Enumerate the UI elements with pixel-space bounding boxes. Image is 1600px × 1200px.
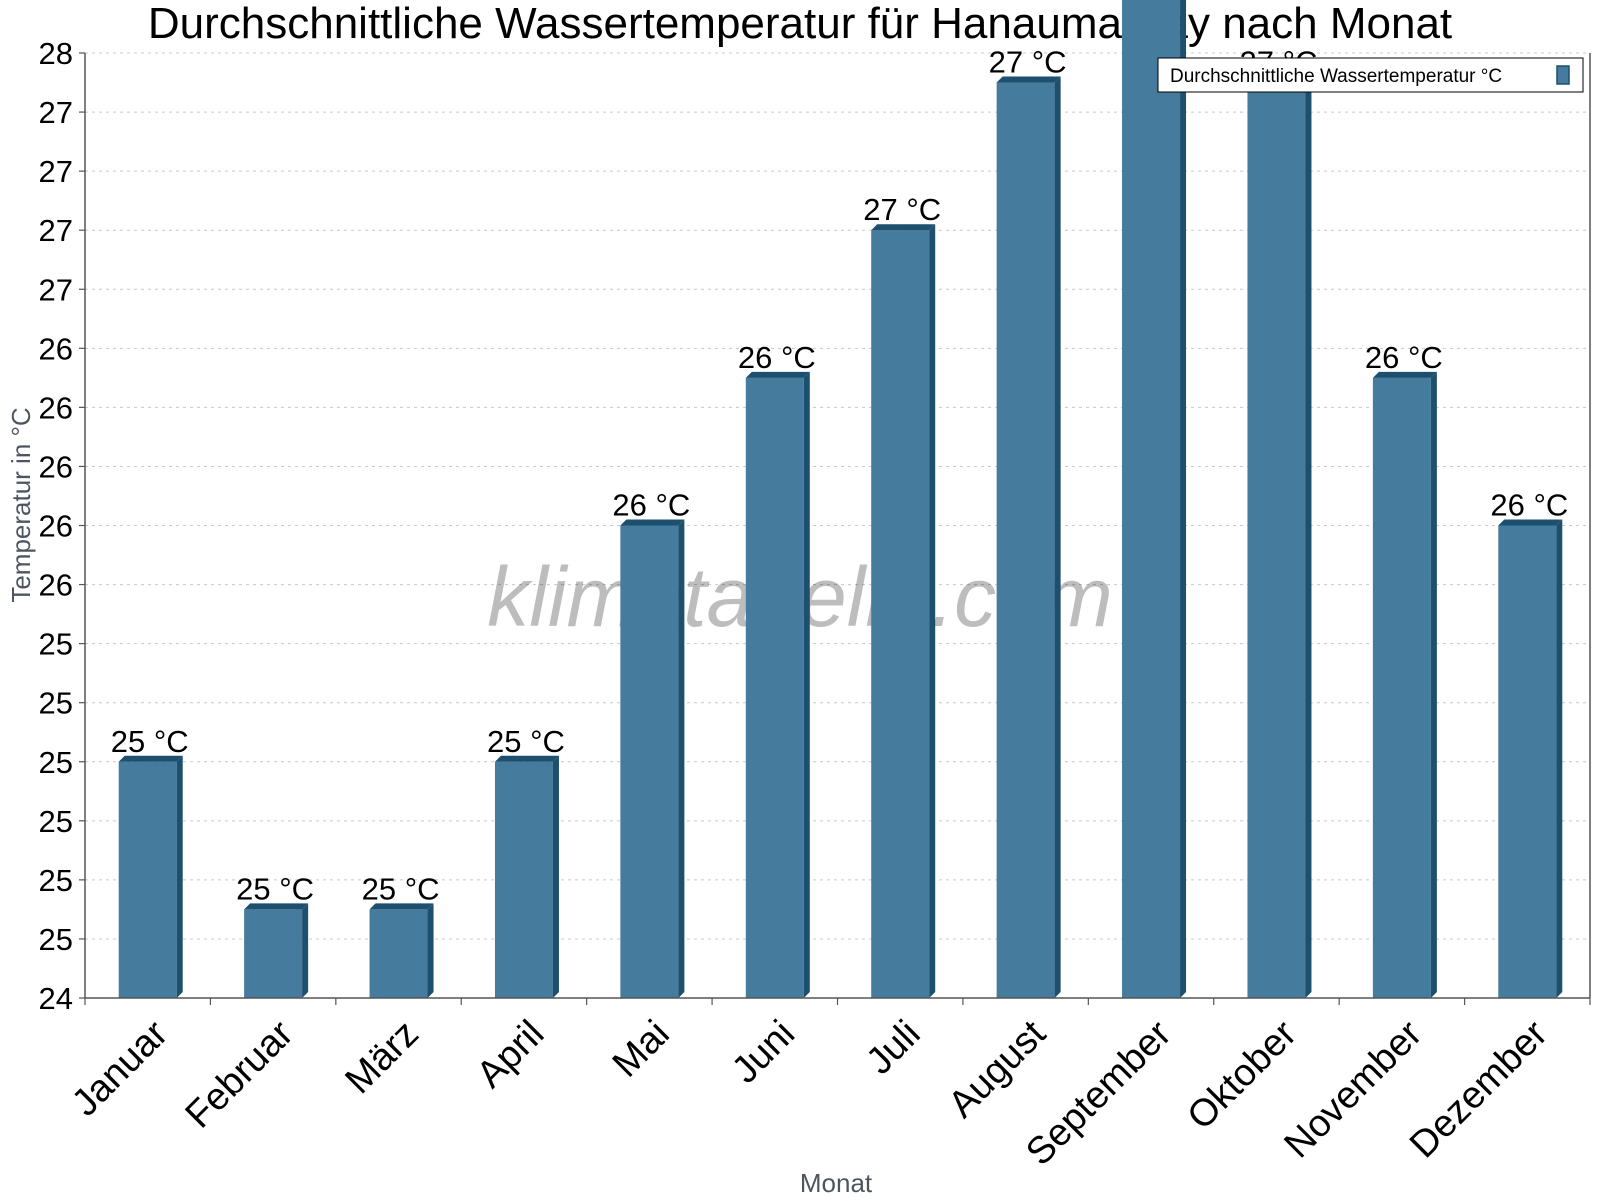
legend-box — [1157, 57, 1584, 93]
y-tick-label: 27 — [39, 272, 73, 307]
bar-side — [1180, 0, 1187, 998]
bar-top — [745, 371, 810, 378]
x-tick-label: Februar — [178, 1012, 302, 1136]
data-label: 27 °C — [989, 45, 1067, 80]
y-tick-label: 26 — [39, 509, 73, 544]
data-label: 26 °C — [1490, 488, 1568, 523]
bar — [118, 761, 177, 998]
bar-top — [1498, 519, 1563, 526]
bar-side — [176, 755, 183, 998]
bar-group — [745, 371, 810, 998]
y-tick-label: 25 — [39, 627, 73, 662]
y-tick-label: 25 — [39, 922, 73, 957]
x-tick-label: März — [337, 1013, 426, 1102]
x-tick-label: August — [941, 1012, 1055, 1126]
data-label: 26 °C — [612, 488, 690, 523]
y-tick-label: 26 — [39, 331, 73, 366]
y-tick-label: 25 — [39, 745, 73, 780]
x-tick-label: April — [469, 1013, 552, 1096]
y-tick-label: 27 — [39, 95, 73, 130]
bars — [118, 0, 1563, 998]
bar — [620, 525, 679, 998]
y-tick-labels: 24 25 25 25 25 25 25 26 26 26 26 26 27 27 27 27 28 — [39, 36, 73, 1016]
bar-side — [803, 371, 810, 998]
y-tick-label: 24 — [39, 981, 73, 1016]
bar-group — [369, 903, 434, 998]
y-tick-label: 26 — [39, 449, 73, 484]
bar-side — [1556, 519, 1563, 998]
bar-group — [1372, 371, 1437, 998]
bar — [1247, 82, 1306, 998]
bar-top — [871, 224, 936, 231]
axes — [79, 52, 1591, 1005]
bar-group — [494, 755, 559, 998]
data-labels: 25 °C 25 °C 25 °C 25 °C 26 °C 26 °C 27 °C 27 °C… — [111, 45, 1568, 907]
bar-group — [244, 903, 309, 998]
data-label: 27 °C — [863, 192, 941, 227]
bar-top — [996, 76, 1061, 83]
x-tick-label: Januar — [64, 1012, 176, 1124]
y-tick-label: 27 — [39, 213, 73, 248]
data-label: 25 °C — [111, 724, 189, 759]
bar-group — [1498, 519, 1563, 998]
x-axis-label: Monat — [800, 1168, 873, 1198]
bar — [1498, 525, 1557, 998]
grid-lines — [85, 52, 1590, 940]
bar-top — [1372, 371, 1437, 378]
bar-top — [244, 903, 309, 910]
data-label: 26 °C — [1365, 340, 1443, 375]
x-tick-labels: Januar Februar März April Mai Juni Juli AugustS… — [64, 1012, 1556, 1173]
bar-group — [620, 519, 685, 998]
x-tick-label: Dezember — [1402, 1012, 1556, 1166]
legend-swatch — [1556, 65, 1570, 85]
bar-group — [1247, 76, 1312, 998]
x-tick-label: Oktober — [1180, 1012, 1306, 1138]
y-tick-label: 25 — [39, 863, 73, 898]
y-tick-label: 26 — [39, 390, 73, 425]
bar-group — [996, 76, 1061, 998]
bar — [1372, 377, 1431, 998]
bar-side — [1054, 76, 1061, 998]
bar-group — [118, 755, 183, 998]
data-label: 25 °C — [487, 724, 565, 759]
chart-title: Durchschnittliche Wassertemperatur für H… — [148, 0, 1452, 48]
legend: Durchschnittliche Wassertemperatur °C — [1157, 57, 1584, 93]
y-tick-label: 28 — [39, 36, 73, 71]
bar-top — [620, 519, 685, 526]
x-tick-label: Juli — [859, 1013, 929, 1083]
bar — [996, 82, 1055, 998]
bar — [369, 909, 428, 998]
bar-side — [552, 755, 559, 998]
bar-top — [369, 903, 434, 910]
y-tick-label: 26 — [39, 568, 73, 603]
x-tick-label: Juni — [724, 1013, 803, 1092]
bar-side — [678, 519, 685, 998]
y-axis-label: Temperatur in °C — [6, 407, 36, 602]
y-tick-label: 27 — [39, 154, 73, 189]
bar-side — [1305, 76, 1312, 998]
bar — [745, 377, 804, 998]
bar — [494, 761, 553, 998]
bar-side — [1430, 371, 1437, 998]
bar-side — [427, 903, 434, 998]
y-tick-label: 25 — [39, 804, 73, 839]
bar — [244, 909, 303, 998]
y-tick-label: 25 — [39, 686, 73, 721]
bar-side — [302, 903, 309, 998]
bar-top — [118, 755, 183, 762]
bar-group — [871, 224, 936, 998]
data-label: 25 °C — [362, 871, 440, 906]
bar-top — [494, 755, 559, 762]
data-label: 25 °C — [236, 871, 314, 906]
bar — [871, 230, 930, 998]
x-tick-label: Mai — [605, 1013, 678, 1086]
legend-label: Durchschnittliche Wassertemperatur °C — [1170, 66, 1502, 87]
bar-group — [1122, 0, 1187, 998]
data-label: 26 °C — [738, 340, 816, 375]
bar — [1122, 0, 1181, 998]
bar-side — [929, 224, 936, 998]
